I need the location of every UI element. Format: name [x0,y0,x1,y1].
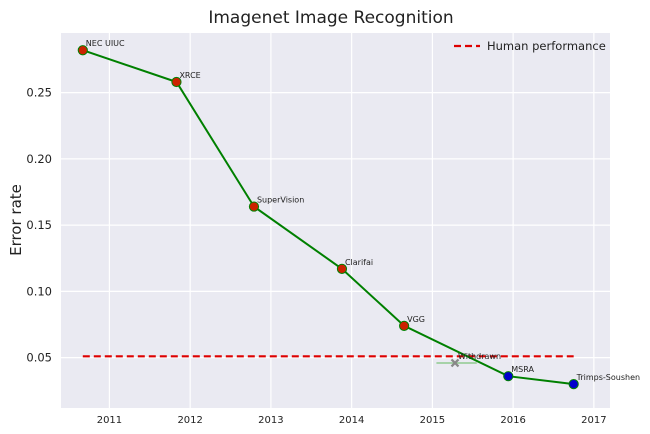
data-point [77,45,88,56]
y-tick-label: 0.25 [26,86,52,100]
series-group [77,45,579,390]
withdrawn-label: Withdrawn [458,352,501,361]
x-tick-label: 2013 [258,415,283,426]
chart-title: Imagenet Image Recognition [208,8,453,28]
data-point [248,201,260,212]
y-axis-ticks: 0.05 0.10 0.15 0.20 0.25 [26,86,52,365]
x-tick-label: 2011 [97,415,122,426]
withdrawn-marker [450,358,460,368]
point-labels: NEC UIUC XRCE SuperVision Clarifai VGG MSRA Tr… [86,39,640,382]
data-point [336,263,348,274]
y-tick-label: 0.20 [26,152,52,166]
data-point [399,320,410,331]
point-label: Trimps-Soushen [576,373,640,382]
point-label: VGG [407,315,425,324]
point-label: MSRA [511,365,534,374]
point-label: Clarifai [345,258,373,267]
y-tick-label: 0.15 [26,218,52,232]
point-label: XRCE [179,71,200,80]
x-tick-label: 2015 [420,415,445,426]
legend-human-label: Human performance [487,39,606,53]
x-tick-label: 2017 [581,415,606,426]
x-tick-label: 2016 [500,415,525,426]
x-tick-label: 2012 [177,415,202,426]
y-tick-label: 0.05 [26,351,52,365]
point-label: NEC UIUC [86,39,125,48]
y-tick-label: 0.10 [26,284,52,298]
data-point [171,76,182,88]
y-axis-label: Error rate [7,184,25,256]
x-tick-label: 2014 [339,415,364,426]
legend: Human performance [454,39,606,53]
data-point [503,371,514,382]
plot-background [61,33,610,408]
point-label: SuperVision [257,196,304,205]
grid [61,33,610,408]
withdrawn-group [436,358,477,368]
data-point [568,379,579,390]
x-axis-ticks: 2011 2012 2013 2014 2015 2016 2017 [97,415,607,426]
